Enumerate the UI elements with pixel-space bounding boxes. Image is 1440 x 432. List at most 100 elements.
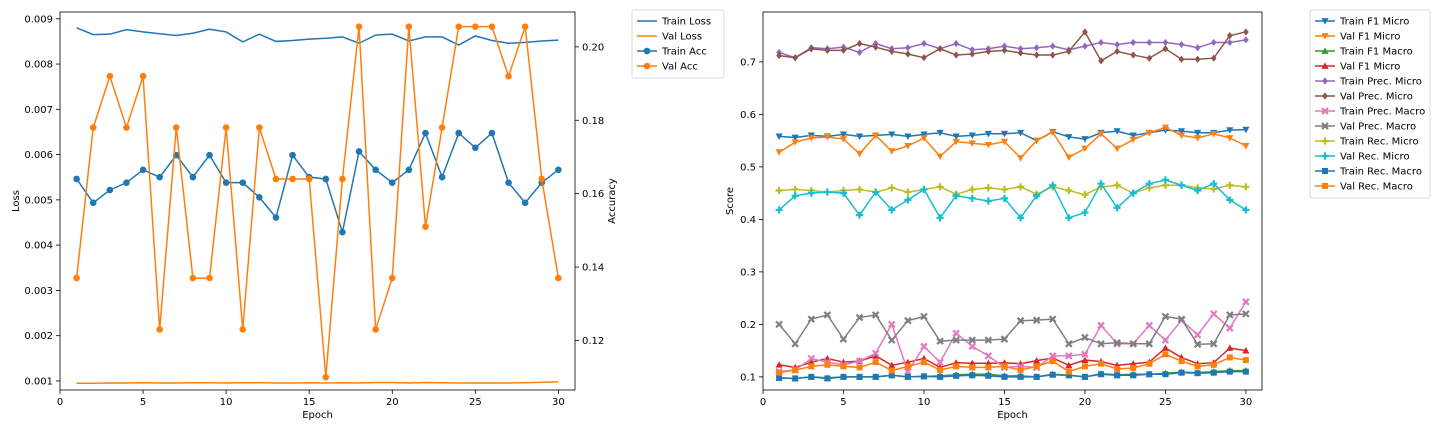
- data-point: [1210, 361, 1217, 368]
- x-tick-label: 5: [140, 397, 146, 408]
- data-point: [1033, 192, 1041, 200]
- data-point: [872, 359, 879, 366]
- data-point: [839, 189, 848, 197]
- data-point: [791, 134, 799, 142]
- data-point: [1178, 358, 1185, 365]
- data-point: [339, 228, 346, 236]
- data-point: [472, 23, 479, 30]
- data-point: [936, 183, 944, 191]
- data-point: [904, 367, 912, 376]
- data-point: [1226, 311, 1234, 319]
- data-point: [1178, 40, 1185, 49]
- series-val-acc: [73, 23, 562, 381]
- data-point: [1193, 331, 1202, 339]
- data-point: [1017, 367, 1024, 374]
- legend-box: [1309, 9, 1431, 199]
- data-point: [968, 342, 977, 351]
- data-point: [222, 179, 230, 186]
- x-tick-label: 20: [386, 397, 399, 408]
- data-point: [1226, 181, 1234, 189]
- data-point: [1177, 315, 1186, 323]
- data-point: [1114, 47, 1121, 55]
- data-point: [855, 185, 864, 194]
- series-line: [75, 131, 559, 236]
- data-point: [1113, 181, 1121, 189]
- data-point: [372, 166, 379, 174]
- data-point: [1081, 191, 1089, 199]
- data-point: [505, 179, 512, 186]
- data-point: [1162, 371, 1169, 378]
- series-line: [779, 30, 1247, 62]
- data-point: [1130, 51, 1137, 59]
- legend-marker: [643, 62, 651, 70]
- legend-marker: [1321, 122, 1329, 130]
- legend-entry: Train Prec. Macro: [1339, 107, 1425, 118]
- data-point: [156, 326, 163, 333]
- data-point: [1017, 45, 1024, 53]
- data-point: [1065, 372, 1072, 379]
- data-point: [1242, 183, 1250, 191]
- data-point: [904, 50, 911, 58]
- data-point: [1146, 54, 1153, 62]
- legend-marker: [643, 47, 651, 55]
- data-point: [1209, 340, 1218, 348]
- data-point: [1129, 340, 1138, 348]
- data-point: [823, 188, 831, 196]
- data-point: [289, 175, 296, 183]
- data-point: [1000, 130, 1009, 138]
- data-point: [1082, 28, 1088, 36]
- data-point: [775, 320, 783, 329]
- x-tick-label: 0: [760, 397, 766, 408]
- data-point: [968, 194, 976, 202]
- data-point: [937, 367, 944, 374]
- data-point: [856, 39, 863, 48]
- data-point: [488, 129, 496, 137]
- data-point: [73, 175, 80, 183]
- legend-entry: Val Rec. Micro: [1340, 152, 1410, 163]
- x-tick-label: 30: [552, 397, 565, 408]
- data-point: [904, 44, 911, 52]
- data-point: [888, 361, 896, 369]
- data-point: [1065, 340, 1073, 348]
- series-line: [778, 39, 1247, 59]
- data-point: [968, 140, 976, 147]
- data-point: [1016, 214, 1025, 222]
- data-point: [1098, 38, 1104, 47]
- data-point: [839, 335, 848, 343]
- data-point: [807, 135, 815, 142]
- data-point: [1000, 185, 1009, 194]
- data-point: [1114, 40, 1121, 49]
- data-point: [1033, 357, 1041, 364]
- data-point: [953, 372, 960, 379]
- x-tick-label: 20: [1079, 397, 1092, 408]
- data-point: [1113, 338, 1121, 347]
- data-point: [1242, 206, 1250, 214]
- series-val-rec-micro: [775, 176, 1250, 222]
- data-point: [888, 206, 896, 214]
- data-point: [1177, 128, 1186, 135]
- data-point: [1242, 142, 1250, 150]
- data-point: [1226, 135, 1234, 142]
- data-point: [272, 175, 280, 183]
- data-point: [936, 129, 944, 137]
- data-point: [172, 124, 180, 131]
- data-point: [1161, 176, 1170, 184]
- data-point: [921, 54, 927, 62]
- series-line: [778, 126, 1247, 160]
- data-point: [792, 54, 799, 62]
- data-point: [1033, 373, 1040, 380]
- data-point: [968, 132, 976, 139]
- data-point: [775, 206, 783, 214]
- data-point: [1065, 134, 1073, 141]
- data-point: [1145, 129, 1153, 137]
- data-point: [775, 361, 783, 368]
- data-point: [305, 175, 313, 183]
- data-point: [855, 133, 864, 141]
- data-point: [1194, 44, 1201, 52]
- x-tick-label: 25: [1159, 397, 1172, 408]
- data-point: [807, 354, 816, 363]
- data-point: [921, 39, 927, 48]
- data-point: [1242, 126, 1250, 134]
- series-line: [75, 25, 560, 378]
